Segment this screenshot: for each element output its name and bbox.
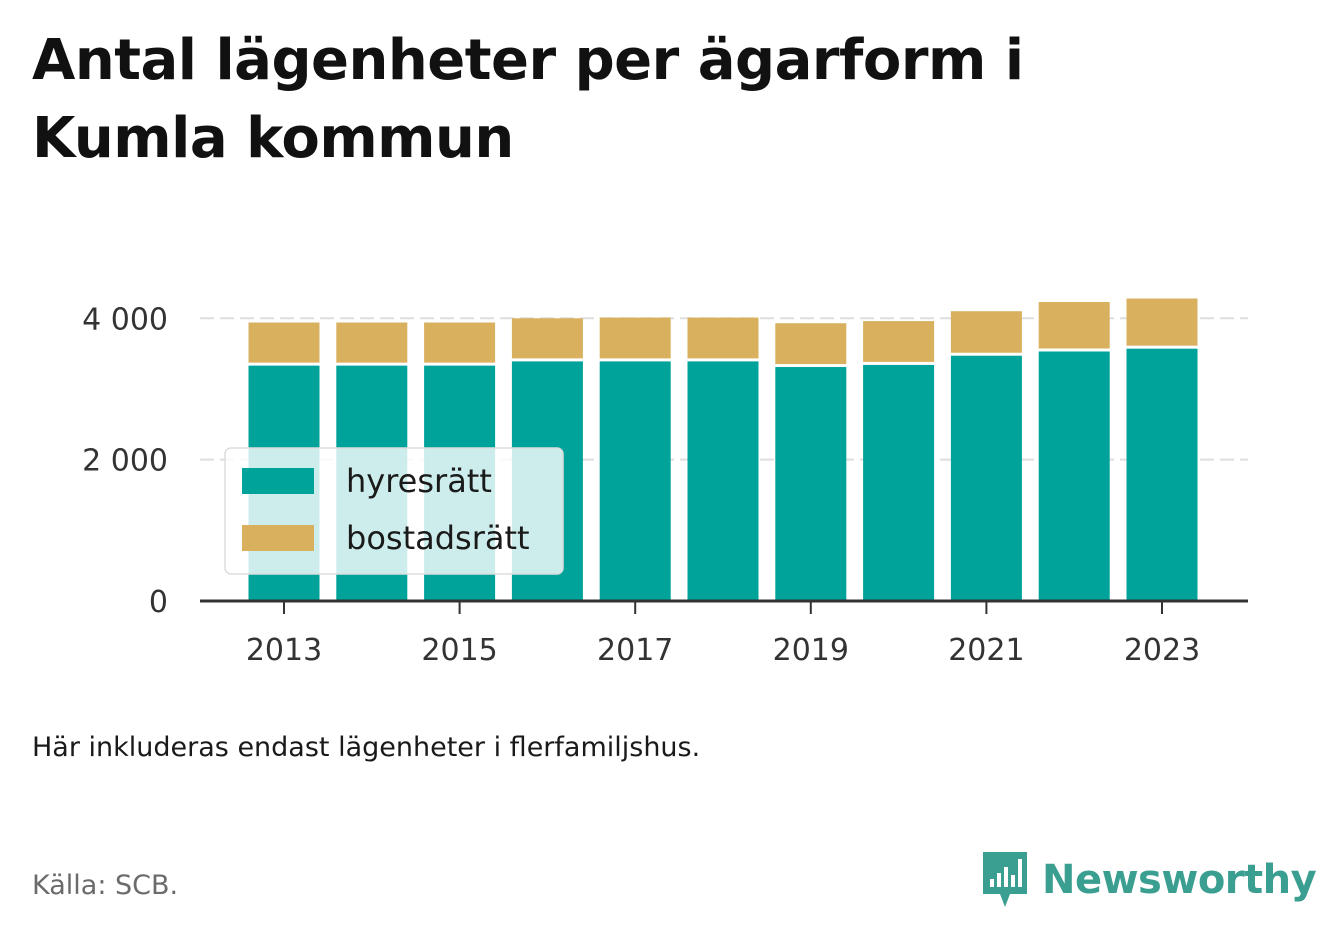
x-tick-label: 2015: [421, 633, 497, 668]
axes: 0 2 000 4 000 2013 2015 2017 2019 2021 2023: [82, 302, 1248, 668]
legend: hyresrätt bostadsrätt: [224, 447, 564, 575]
y-tick-label: 4 000: [82, 302, 168, 337]
brand-name: Newsworthy: [1042, 857, 1317, 903]
y-tick-label: 0: [149, 585, 168, 620]
bar-bostadsrätt-2014: [336, 322, 408, 363]
legend-label-hyresrätt: hyresrätt: [346, 462, 492, 500]
bar-bostadsrätt-2022: [1038, 302, 1110, 349]
bar-hyresrätt-2022: [1038, 351, 1110, 601]
bar-bostadsrätt-2023: [1126, 298, 1198, 346]
newsworthy-logo-icon: [983, 852, 1027, 907]
bar-bostadsrätt-2015: [424, 322, 496, 363]
legend-swatch-hyresrätt: [242, 468, 314, 494]
x-tick-label: 2021: [948, 633, 1024, 668]
bar-hyresrätt-2019: [775, 367, 847, 601]
bar-bostadsrätt-2019: [775, 323, 847, 365]
bar-bostadsrätt-2021: [950, 311, 1022, 353]
bar-hyresrätt-2021: [950, 355, 1022, 601]
y-tick-label: 2 000: [82, 444, 168, 479]
legend-label-bostadsrätt: bostadsrätt: [346, 519, 530, 557]
bar-bostadsrätt-2016: [511, 318, 583, 359]
x-tick-label: 2013: [246, 633, 322, 668]
bar-hyresrätt-2023: [1126, 348, 1198, 601]
bar-hyresrätt-2017: [599, 361, 671, 601]
legend-swatch-bostadsrätt: [242, 525, 314, 551]
chart-note: Här inkluderas endast lägenheter i flerf…: [32, 732, 701, 763]
bar-bostadsrätt-2017: [599, 317, 671, 359]
bar-hyresrätt-2020: [863, 364, 935, 601]
x-tick-label: 2017: [597, 633, 673, 668]
chart-title: Antal lägenheter per ägarform i Kumla ko…: [32, 28, 1024, 171]
bar-bostadsrätt-2018: [687, 317, 759, 359]
brand-logo: Newsworthy: [980, 848, 1317, 912]
bar-hyresrätt-2018: [687, 361, 759, 601]
source-label: Källa: SCB.: [32, 870, 179, 901]
bar-bostadsrätt-2013: [248, 322, 320, 363]
x-tick-label: 2019: [773, 633, 849, 668]
bar-bostadsrätt-2020: [863, 321, 935, 362]
x-tick-label: 2023: [1124, 633, 1200, 668]
